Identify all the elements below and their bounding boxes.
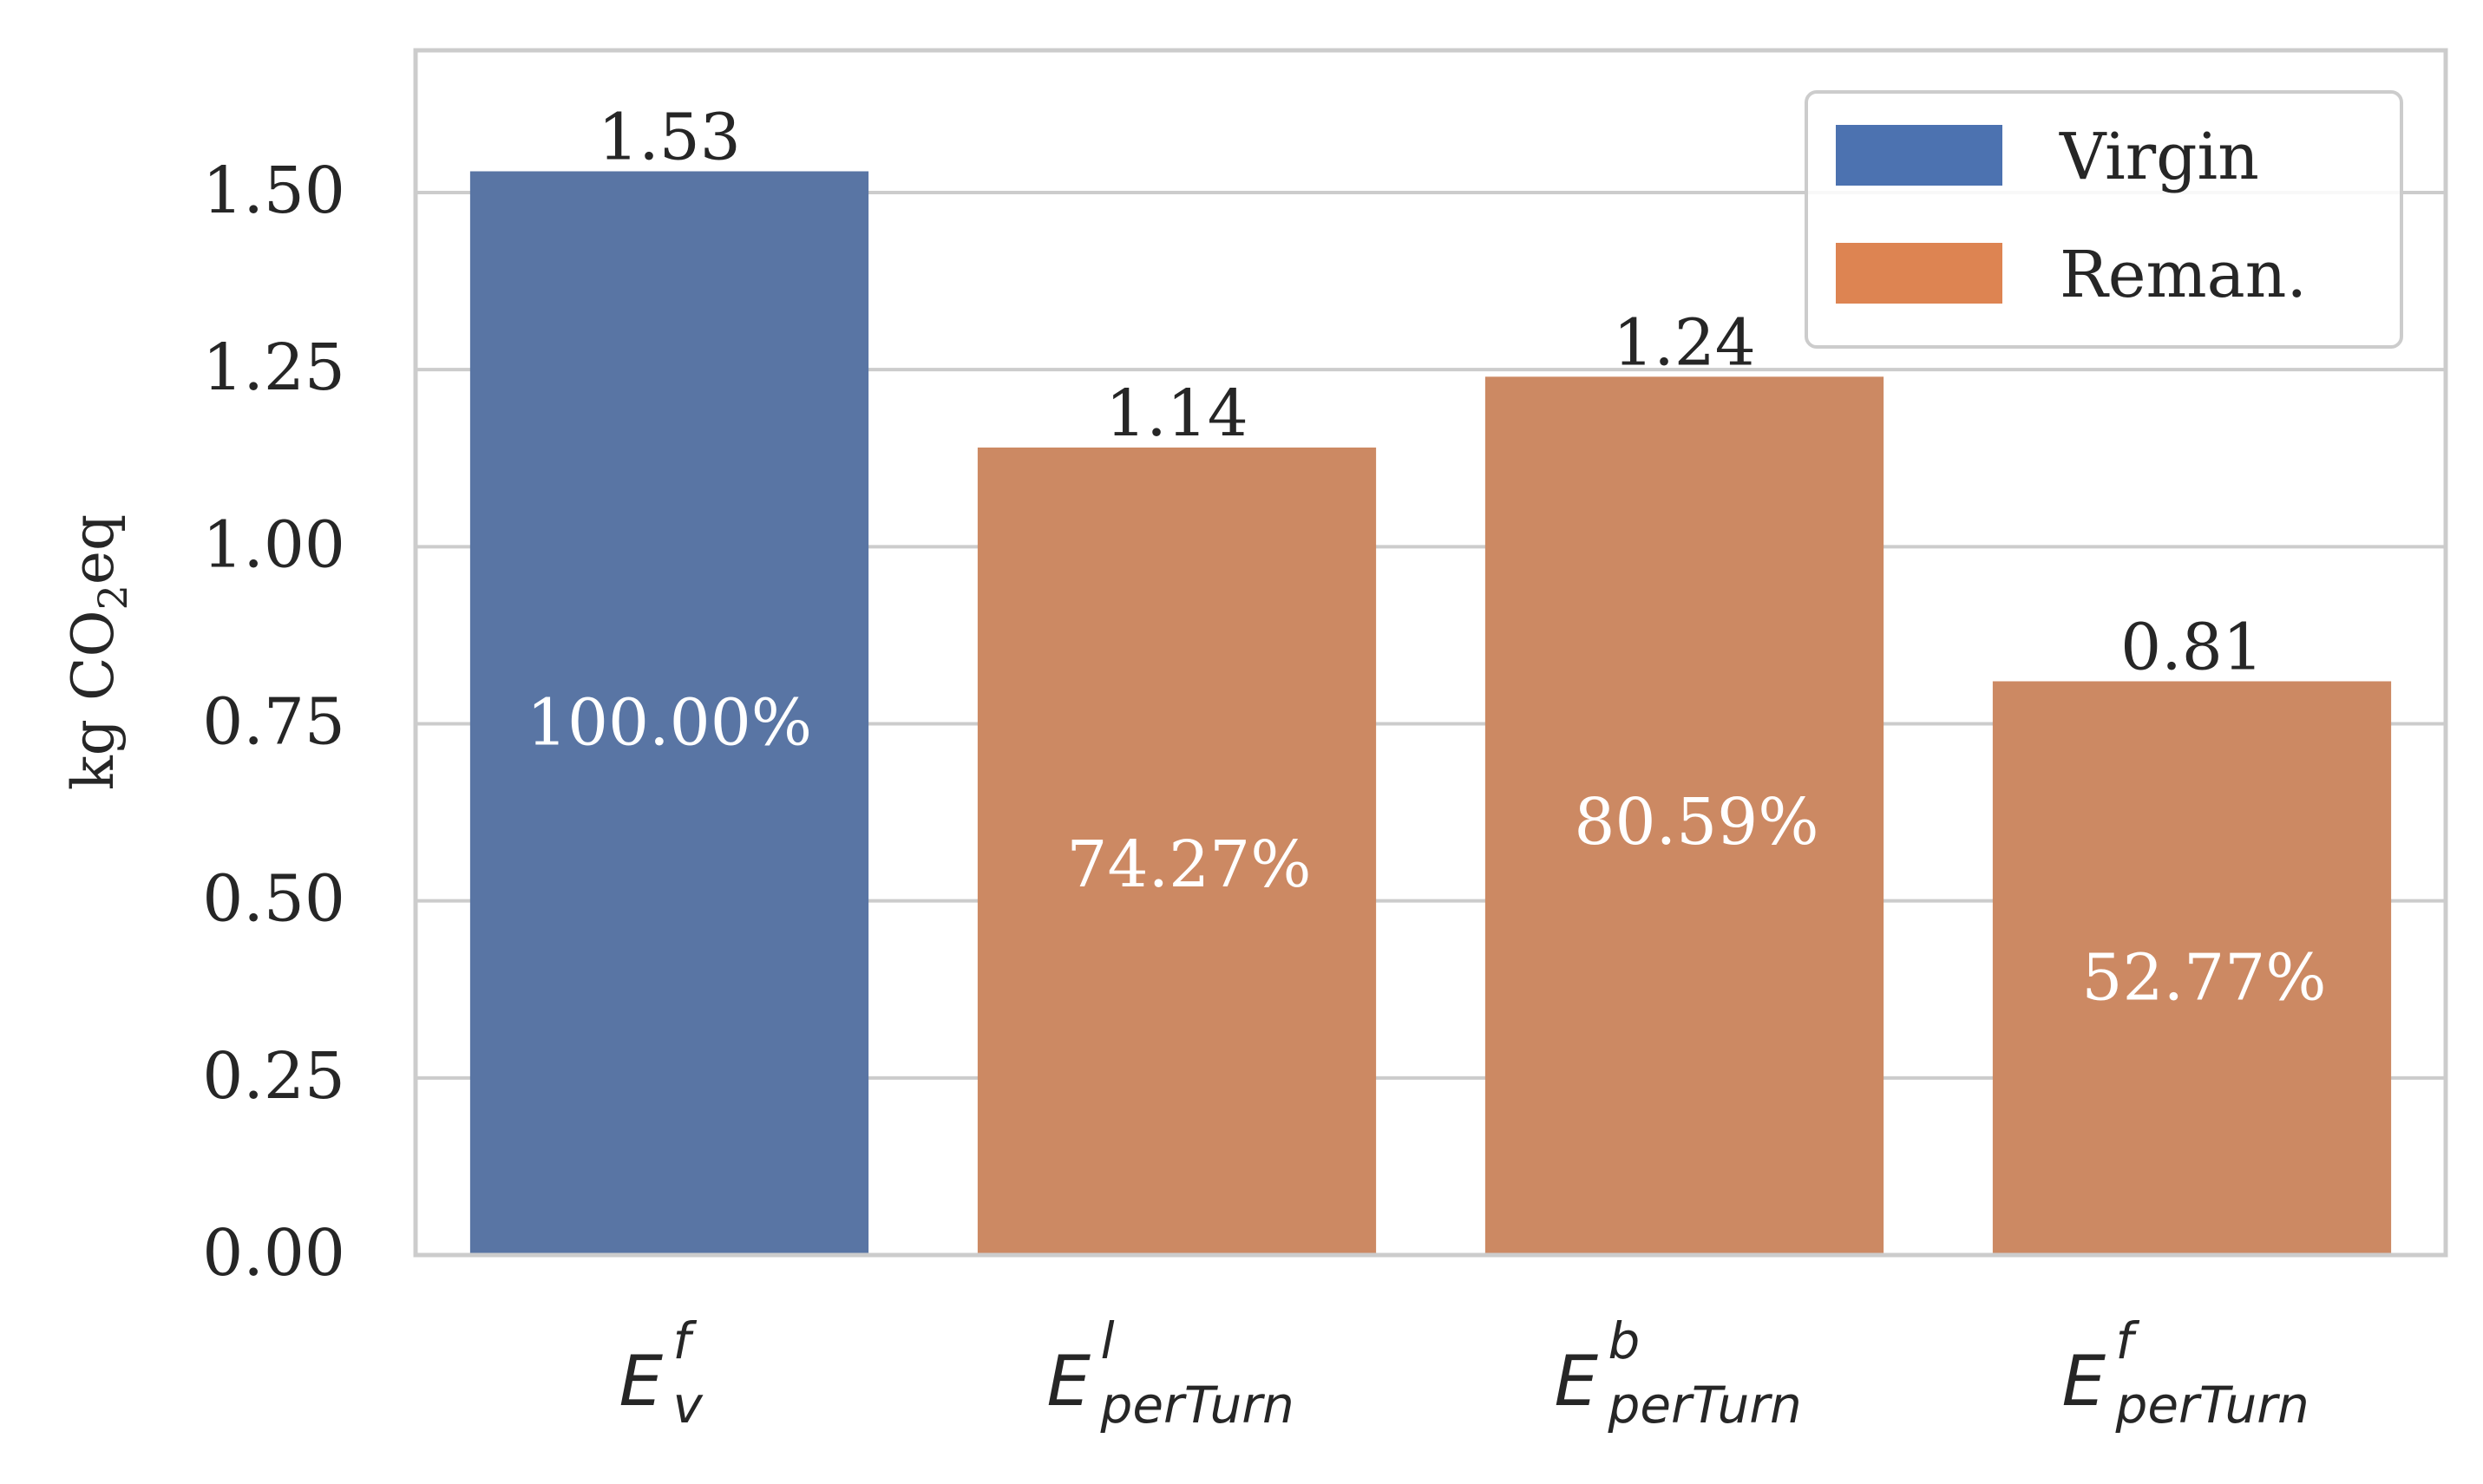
bar-value-label: 0.81 (2120, 611, 2264, 685)
legend-swatch-reman (1836, 243, 2002, 304)
y-tick-label: 0.75 (202, 685, 345, 760)
y-tick-label: 1.00 (202, 507, 345, 582)
bar-percent-label: 100.00% (527, 686, 812, 761)
y-tick-label: 0.25 (202, 1039, 345, 1114)
x-tick-subscript: perTurn (1608, 1376, 1802, 1435)
y-tick-label: 1.25 (202, 330, 345, 405)
legend-label-virgin: Virgin (2059, 120, 2259, 194)
x-tick-superscript: f (673, 1311, 698, 1370)
bar-percent-label: 80.59% (1574, 785, 1818, 860)
bars (469, 171, 2392, 1255)
y-axis-label-subscript: 2 (89, 585, 136, 610)
bar (1992, 681, 2392, 1255)
x-tick-superscript: l (1101, 1311, 1115, 1370)
bar-value-label: 1.24 (1613, 305, 1756, 380)
y-tick-label: 1.50 (202, 154, 345, 228)
x-tick-base: E (1555, 1341, 1599, 1422)
y-tick-labels: 0.00 0.25 0.50 0.75 1.00 1.25 1.50 (202, 154, 345, 1291)
bar-percent-label: 52.77% (2081, 941, 2326, 1016)
bar-value-label: 1.53 (598, 101, 741, 175)
x-tick-superscript: b (1608, 1311, 1641, 1370)
legend: Virgin Reman. (1805, 90, 2403, 349)
x-tick-base: E (1047, 1341, 1091, 1422)
y-axis-label-main: kg CO (60, 610, 127, 790)
bar (977, 448, 1377, 1255)
bar (469, 171, 869, 1255)
y-axis-label: kg CO2eq (60, 514, 136, 790)
bar-percent-label: 74.27% (1066, 827, 1311, 902)
bar (1484, 376, 1884, 1255)
x-tick-base: E (2062, 1341, 2106, 1422)
x-tick-subscript: v (673, 1376, 704, 1435)
x-tick-superscript: f (2116, 1311, 2140, 1370)
bar-labels: 1.53 100.00% 1.14 74.27% 1.24 80.59% 0.81 52.77… (527, 101, 2327, 1016)
plot-frame (413, 48, 2448, 1258)
y-tick-label: 0.50 (202, 862, 345, 937)
x-tick-base: E (619, 1341, 664, 1422)
x-tick-subscript: perTurn (1100, 1376, 1294, 1435)
legend-swatch-virgin (1836, 125, 2002, 186)
x-tick-subscript: perTurn (2115, 1376, 2309, 1435)
legend-label-reman: Reman. (2060, 238, 2307, 312)
y-tick-label: 0.00 (202, 1216, 345, 1291)
bar-value-label: 1.14 (1105, 376, 1248, 451)
y-axis-label-unit: eq (60, 514, 127, 585)
